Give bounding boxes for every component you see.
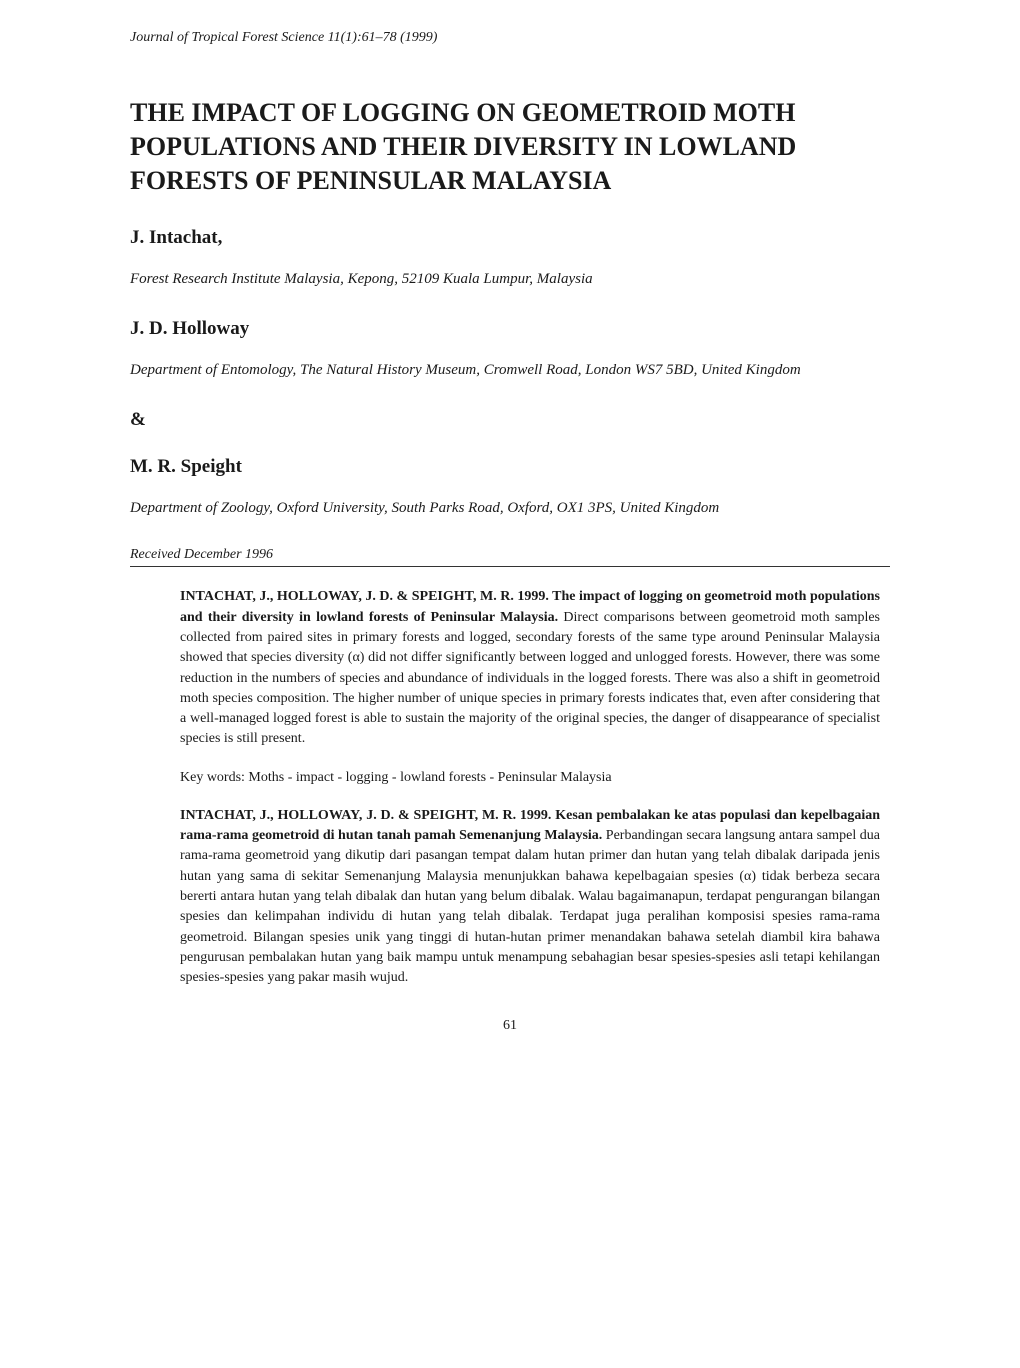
received-date: Received December 1996 bbox=[130, 547, 890, 567]
abstract-malay: INTACHAT, J., HOLLOWAY, J. D. & SPEIGHT,… bbox=[130, 806, 890, 989]
author-3-affiliation: Department of Zoology, Oxford University… bbox=[130, 498, 890, 519]
author-3-name: M. R. Speight bbox=[130, 456, 890, 478]
author-1-affiliation: Forest Research Institute Malaysia, Kepo… bbox=[130, 269, 890, 290]
page-number: 61 bbox=[130, 1018, 890, 1034]
ampersand-separator: & bbox=[130, 409, 890, 431]
abstract-en-body: Direct comparisons between geometroid mo… bbox=[180, 610, 880, 747]
journal-header: Journal of Tropical Forest Science 11(1)… bbox=[130, 30, 890, 46]
abstract-english: INTACHAT, J., HOLLOWAY, J. D. & SPEIGHT,… bbox=[130, 587, 890, 749]
keywords: Key words: Moths - impact - logging - lo… bbox=[130, 770, 890, 786]
journal-name: Journal of Tropical Forest Science bbox=[130, 30, 324, 45]
journal-volume: 11(1):61–78 (1999) bbox=[328, 30, 438, 45]
article-title: THE IMPACT OF LOGGING ON GEOMETROID MOTH… bbox=[130, 96, 890, 197]
author-1-name: J. Intachat, bbox=[130, 227, 890, 249]
author-2-name: J. D. Holloway bbox=[130, 318, 890, 340]
abstract-ms-body: Perbandingan secara langsung antara samp… bbox=[180, 828, 880, 985]
author-2-affiliation: Department of Entomology, The Natural Hi… bbox=[130, 360, 890, 381]
